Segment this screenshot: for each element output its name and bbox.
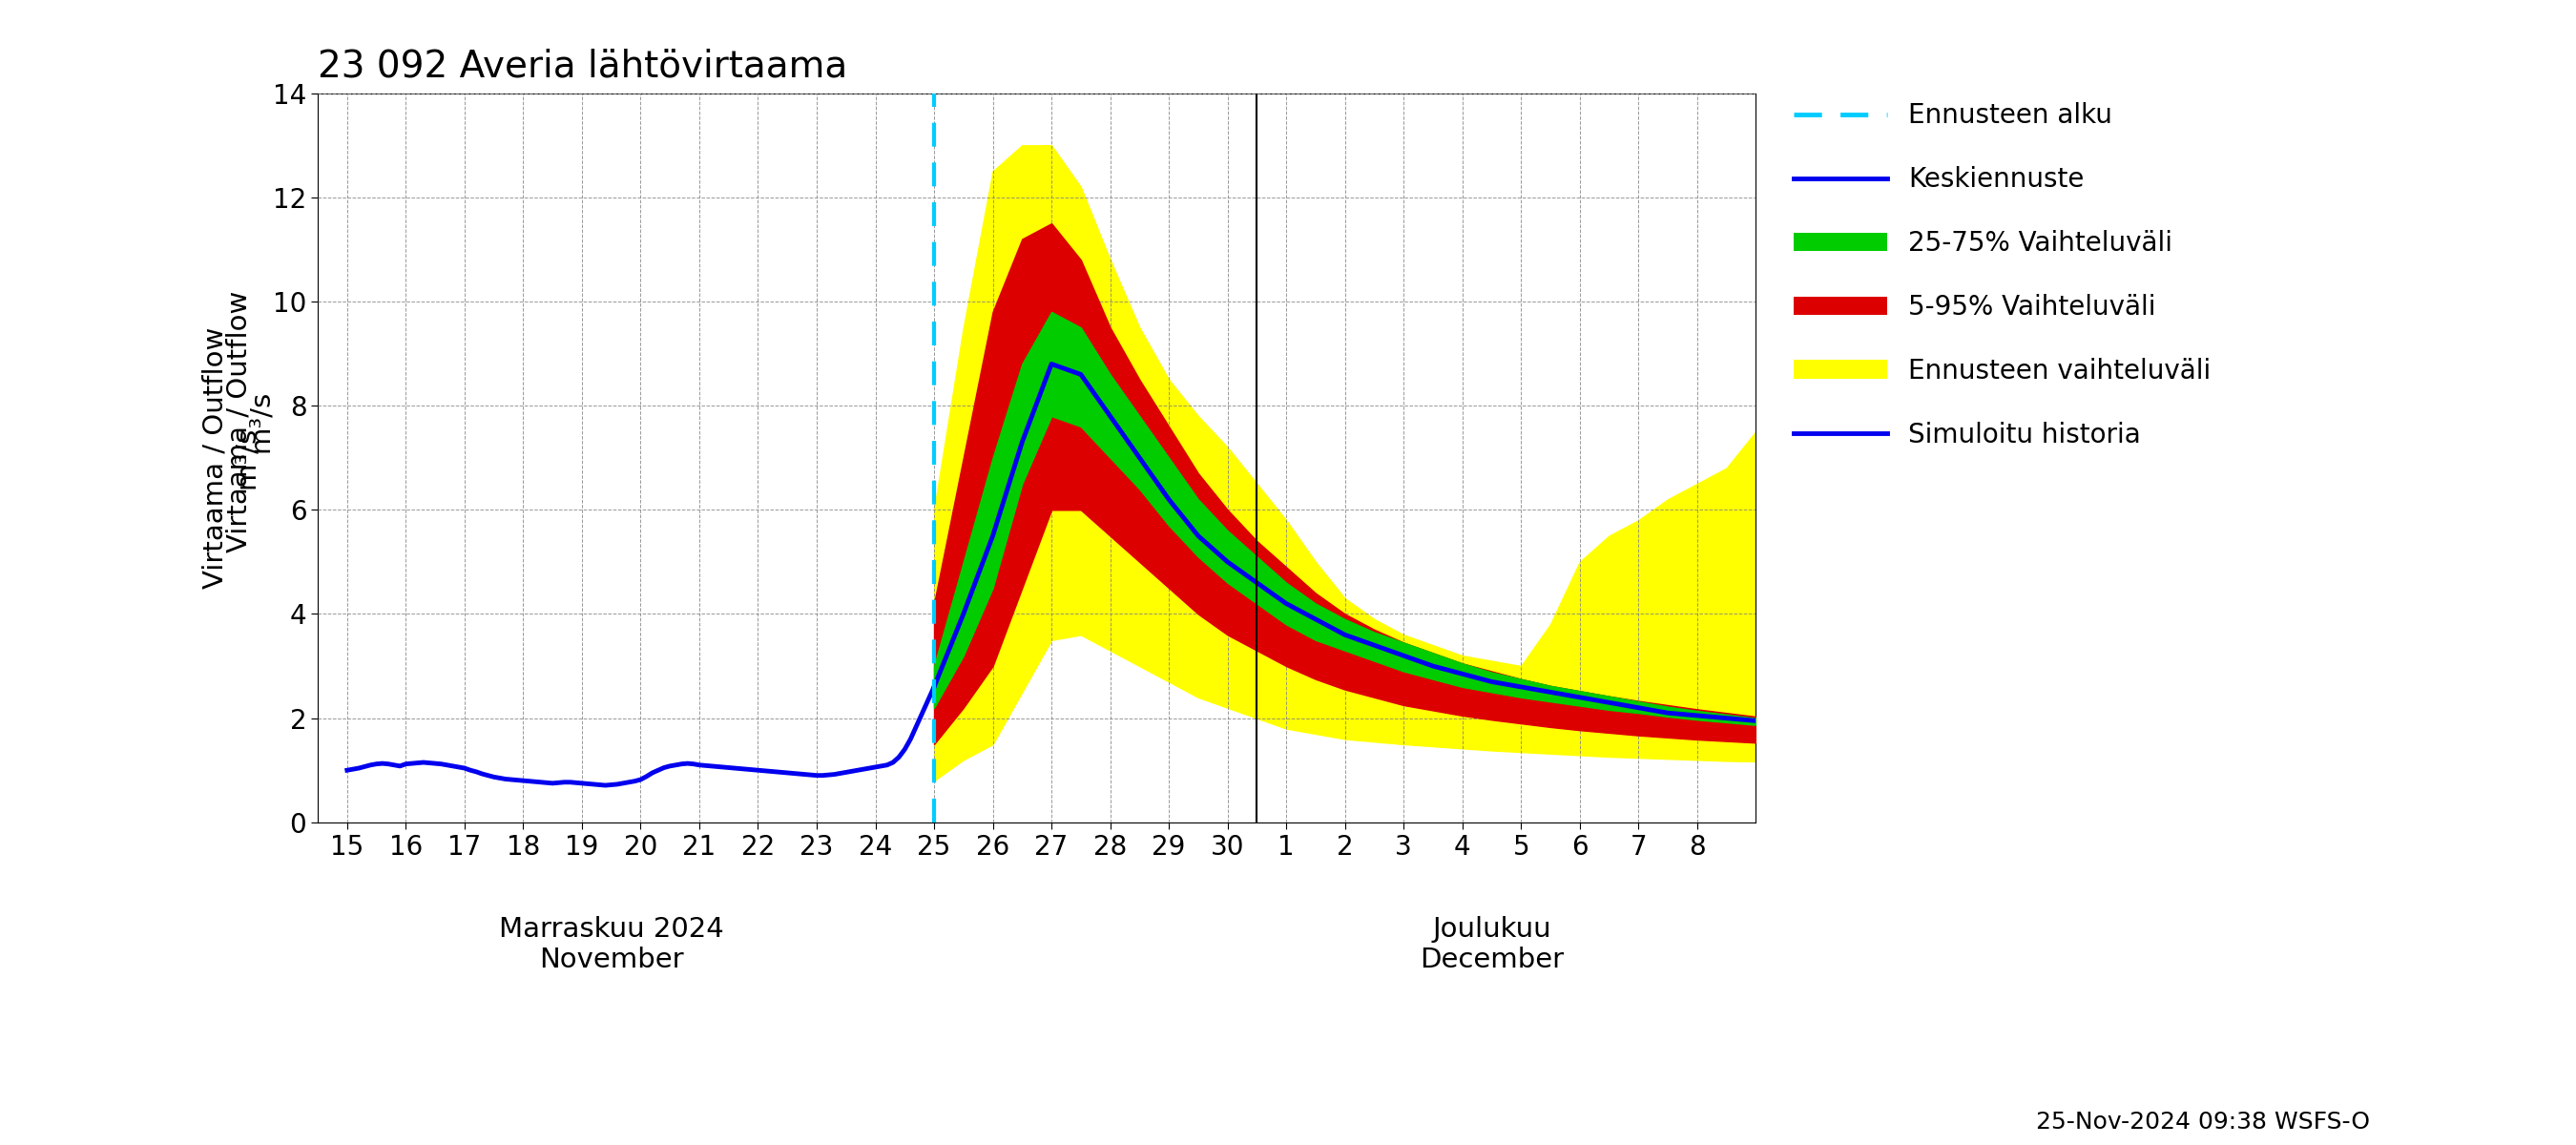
Text: 25-Nov-2024 09:38 WSFS-O: 25-Nov-2024 09:38 WSFS-O	[2035, 1111, 2370, 1134]
Text: m³/s: m³/s	[247, 390, 273, 452]
Text: 23 092 Averia lähtövirtaama: 23 092 Averia lähtövirtaama	[317, 48, 848, 85]
Text: Marraskuu 2024
November: Marraskuu 2024 November	[500, 916, 724, 973]
Text: Joulukuu
December: Joulukuu December	[1419, 916, 1564, 973]
Text: Virtaama / Outflow: Virtaama / Outflow	[224, 291, 252, 552]
Y-axis label: Virtaama / Outflow
m³/s: Virtaama / Outflow m³/s	[201, 326, 260, 589]
Legend: Ennusteen alku, Keskiennuste, 25-75% Vaihteluväli, 5-95% Vaihteluväli, Ennusteen: Ennusteen alku, Keskiennuste, 25-75% Vai…	[1783, 92, 2221, 459]
